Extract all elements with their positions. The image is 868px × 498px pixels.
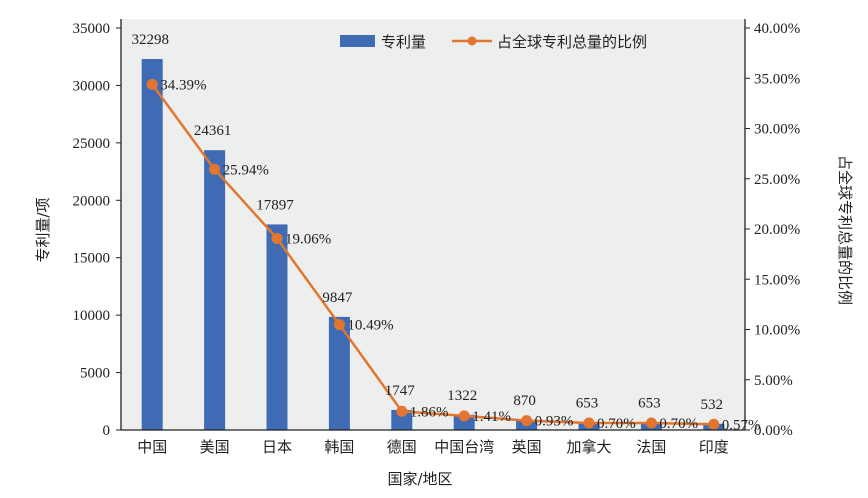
line-point xyxy=(333,319,345,331)
x-tick-label: 加拿大 xyxy=(566,438,611,456)
x-tick-label: 韩国 xyxy=(324,438,354,456)
line-point xyxy=(396,405,408,417)
y2-tick-label: 0.00% xyxy=(754,423,793,439)
y2-tick-label: 15.00% xyxy=(754,272,800,288)
y-tick-label: 30000 xyxy=(73,78,111,94)
line-point xyxy=(458,410,470,422)
y-tick-label: 10000 xyxy=(73,308,111,324)
legend-line-marker xyxy=(467,36,477,46)
y-tick-label: 0 xyxy=(103,423,111,439)
bar-value-label: 9847 xyxy=(322,290,353,306)
legend-bar-label: 专利量 xyxy=(381,33,426,51)
bar xyxy=(453,414,475,430)
line-value-label: 0.70% xyxy=(659,416,698,432)
line-point xyxy=(209,163,221,175)
y-tick-label: 25000 xyxy=(73,136,111,152)
bar-value-label: 24361 xyxy=(194,123,232,139)
y-tick-label: 5000 xyxy=(80,366,110,382)
line-value-label: 34.39% xyxy=(160,77,206,93)
bar-value-label: 17897 xyxy=(256,197,294,213)
y2-tick-label: 20.00% xyxy=(754,222,800,238)
line-value-label: 10.49% xyxy=(347,318,393,334)
y2-tick-label: 40.00% xyxy=(754,21,800,37)
line-value-label: 25.94% xyxy=(223,162,269,178)
x-axis-title: 国家/地区 xyxy=(387,470,452,488)
y2-tick-label: 30.00% xyxy=(754,122,800,138)
bar-value-label: 532 xyxy=(701,397,724,413)
y2-tick-label: 10.00% xyxy=(754,323,800,339)
x-tick-label: 印度 xyxy=(699,438,729,456)
x-tick-label: 中国台湾 xyxy=(434,438,494,456)
line-point xyxy=(645,417,657,429)
legend-line-label: 占全球专利总量的比例 xyxy=(497,33,647,51)
line-value-label: 19.06% xyxy=(285,231,331,247)
bar xyxy=(204,150,226,430)
bar-value-label: 1322 xyxy=(447,388,477,404)
x-tick-label: 德国 xyxy=(387,438,417,456)
y-tick-label: 20000 xyxy=(73,193,111,209)
bar-value-label: 653 xyxy=(638,395,661,411)
line-point xyxy=(583,417,595,429)
y2-tick-label: 35.00% xyxy=(754,71,800,87)
bar-value-label: 32298 xyxy=(131,32,169,48)
x-tick-label: 法国 xyxy=(636,438,666,456)
x-tick-label: 英国 xyxy=(512,438,542,456)
ratio-line xyxy=(151,83,714,426)
legend: 专利量 占全球专利总量的比例 xyxy=(340,33,647,51)
line-value-label: 0.57% xyxy=(722,417,761,433)
line-value-label: 0.70% xyxy=(597,416,636,432)
bar-value-label: 870 xyxy=(513,393,536,409)
line-point xyxy=(708,418,720,430)
line-point xyxy=(521,415,533,427)
x-tick-label: 中国 xyxy=(137,438,167,456)
bar-value-label: 653 xyxy=(576,395,599,411)
bar xyxy=(141,59,163,431)
bar xyxy=(328,316,350,430)
y2-tick-label: 5.00% xyxy=(754,373,793,389)
y2-axis-title: 占全球专利总量的比例 xyxy=(836,155,854,305)
y-tick-label: 15000 xyxy=(73,251,111,267)
line-point xyxy=(146,78,158,90)
line-value-label: 1.86% xyxy=(410,404,449,420)
x-tick-label: 日本 xyxy=(262,438,292,456)
y2-tick-label: 25.00% xyxy=(754,172,800,188)
legend-bar-swatch xyxy=(340,35,375,47)
x-tick-label: 美国 xyxy=(200,438,230,456)
y-tick-label: 35000 xyxy=(73,21,111,37)
bar-value-label: 1747 xyxy=(385,383,416,399)
bar xyxy=(266,224,288,430)
bar xyxy=(391,409,413,430)
y-axis-title: 专利量/项 xyxy=(34,197,52,262)
line-point xyxy=(271,232,283,244)
line-value-label: 1.41% xyxy=(472,409,511,425)
line-value-label: 0.93% xyxy=(535,414,574,430)
